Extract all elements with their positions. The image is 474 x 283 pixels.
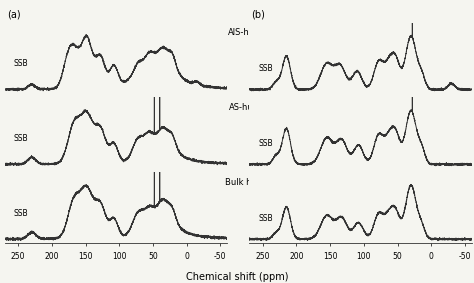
- Text: (a): (a): [7, 10, 20, 20]
- Text: SSB: SSB: [258, 139, 273, 148]
- Text: (b): (b): [252, 10, 265, 20]
- Text: AS-humin: AS-humin: [229, 103, 270, 112]
- Text: SSB: SSB: [258, 214, 273, 223]
- Text: SSB: SSB: [14, 59, 28, 68]
- Text: SSB: SSB: [258, 65, 273, 73]
- Text: AlS-humin: AlS-humin: [228, 28, 271, 37]
- Text: SSB: SSB: [14, 134, 28, 143]
- Text: Bulk humin: Bulk humin: [226, 178, 273, 187]
- Text: SSB: SSB: [14, 209, 28, 218]
- Text: Chemical shift (ppm): Chemical shift (ppm): [186, 272, 288, 282]
